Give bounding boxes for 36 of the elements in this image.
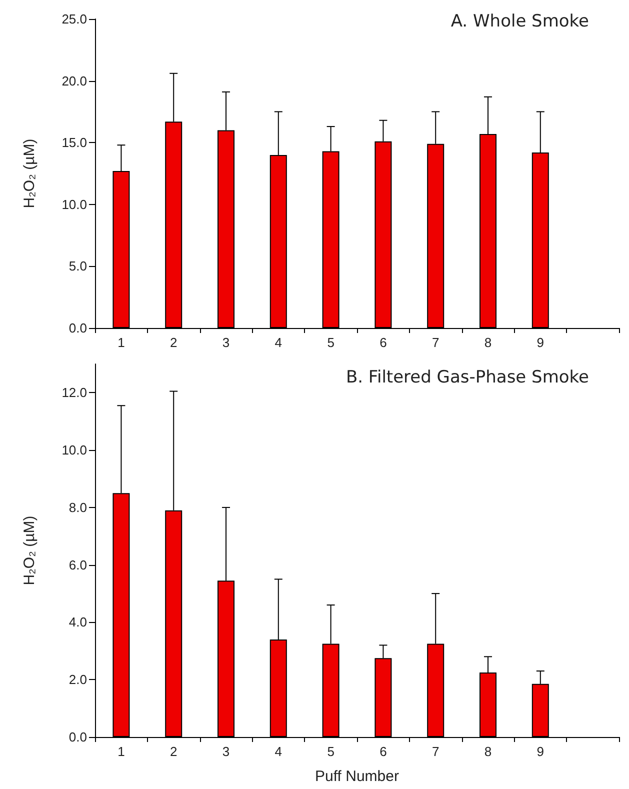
x-tick-label: 8 bbox=[484, 744, 492, 759]
x-tick-label: 4 bbox=[274, 744, 282, 759]
chart-title: A. Whole Smoke bbox=[450, 12, 590, 32]
y-tick-label: 5.0 bbox=[68, 258, 87, 274]
y-tick-label: 10.0 bbox=[62, 196, 87, 212]
x-tick-label: 7 bbox=[432, 335, 440, 350]
x-tick-label: 1 bbox=[118, 335, 125, 350]
x-tick-label: 1 bbox=[118, 744, 125, 759]
y-tick-label: 20.0 bbox=[62, 73, 87, 88]
y-tick-label: 15.0 bbox=[62, 135, 87, 150]
y-axis-title: H₂O₂ (µM) bbox=[21, 138, 38, 208]
x-tick-label: 2 bbox=[170, 335, 178, 350]
x-tick-label: 4 bbox=[274, 335, 282, 350]
x-tick-label: 9 bbox=[536, 744, 544, 759]
y-tick-label: 0.0 bbox=[68, 320, 87, 336]
x-tick-label: 3 bbox=[222, 744, 230, 759]
x-tick-label: 7 bbox=[432, 744, 440, 759]
x-tick-label: 6 bbox=[380, 335, 387, 350]
x-axis-title: Puff Number bbox=[315, 768, 399, 785]
y-tick-label: 0.0 bbox=[68, 730, 87, 744]
y-tick-label: 8.0 bbox=[68, 500, 87, 515]
x-tick-label: 8 bbox=[484, 335, 492, 350]
y-axis-title: H₂O₂ (µM) bbox=[21, 516, 38, 586]
x-tick-label: 2 bbox=[170, 744, 178, 759]
y-tick-label: 6.0 bbox=[68, 557, 87, 572]
x-tick-label: 6 bbox=[380, 744, 387, 759]
y-tick-label: 25.0 bbox=[62, 12, 87, 26]
x-tick-label: 3 bbox=[222, 335, 230, 350]
y-tick-label: 2.0 bbox=[68, 672, 87, 688]
x-tick-label: 5 bbox=[327, 335, 334, 350]
x-tick-label: 5 bbox=[327, 744, 334, 759]
y-tick-label: 10.0 bbox=[62, 442, 87, 458]
y-tick-label: 4.0 bbox=[68, 614, 87, 630]
x-tick-label: 9 bbox=[536, 335, 544, 350]
y-tick-label: 12.0 bbox=[62, 385, 87, 400]
chart-title: B. Filtered Gas-Phase Smoke bbox=[346, 368, 589, 388]
